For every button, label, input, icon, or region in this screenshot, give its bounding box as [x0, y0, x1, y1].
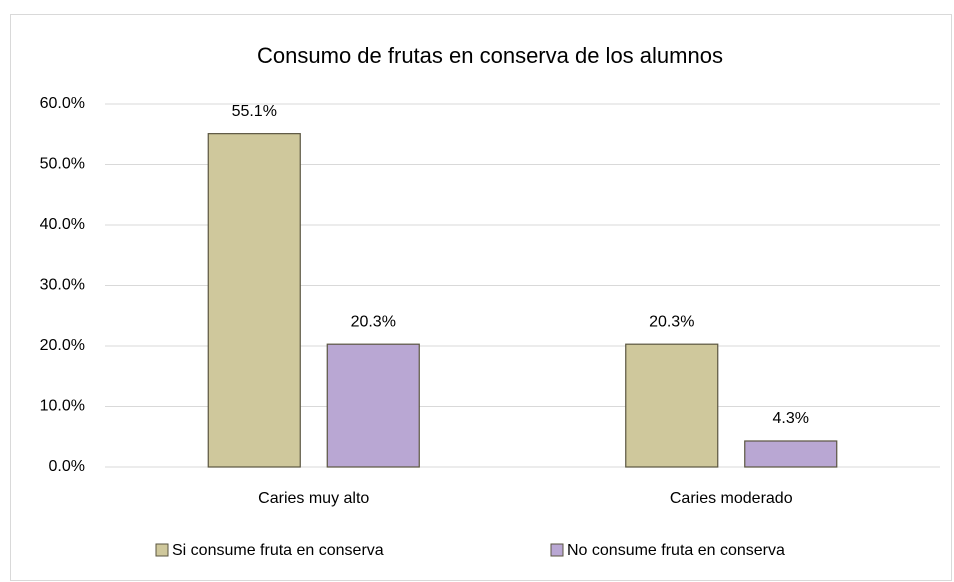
- bar: [744, 440, 838, 468]
- value-label: 4.3%: [773, 410, 809, 427]
- x-tick-label: Caries muy alto: [258, 490, 369, 507]
- y-tick-label: 50.0%: [40, 156, 85, 173]
- bar: [207, 133, 301, 468]
- legend-swatch: [550, 543, 564, 557]
- chart-title: Consumo de frutas en conserva de los alu…: [257, 43, 723, 68]
- y-tick-label: 60.0%: [40, 95, 85, 112]
- y-tick-label: 0.0%: [49, 458, 85, 475]
- y-tick-label: 40.0%: [40, 216, 85, 233]
- value-label: 55.1%: [232, 103, 277, 120]
- y-tick-label: 10.0%: [40, 398, 85, 415]
- bar: [326, 343, 420, 468]
- chart-border: [10, 14, 952, 581]
- legend-label: Si consume fruta en conserva: [172, 542, 384, 559]
- bar: [625, 343, 719, 468]
- legend-label: No consume fruta en conserva: [567, 542, 785, 559]
- y-tick-label: 20.0%: [40, 337, 85, 354]
- x-tick-label: Caries moderado: [670, 490, 793, 507]
- value-label: 20.3%: [649, 313, 694, 330]
- y-tick-label: 30.0%: [40, 277, 85, 294]
- legend-swatch: [155, 543, 169, 557]
- value-label: 20.3%: [351, 313, 396, 330]
